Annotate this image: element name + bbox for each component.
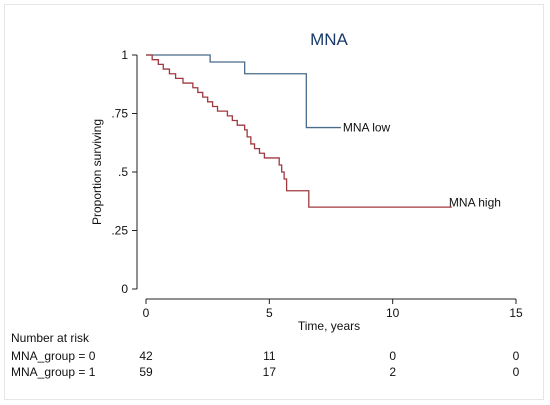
chart-title: MNA — [310, 30, 348, 49]
risk-table-row: MNA_group = 1 59 17 2 0 — [11, 365, 520, 379]
y-tick-label: .25 — [111, 224, 128, 238]
curve-label-mna-high: MNA high — [449, 195, 501, 209]
x-tick-label: 0 — [143, 306, 150, 320]
survival-curve-mna-low — [146, 54, 341, 129]
risk-count: 0 — [513, 349, 520, 363]
risk-count: 59 — [139, 365, 153, 379]
y-axis-label: Proportion surviving — [90, 119, 104, 225]
risk-count: 2 — [389, 365, 396, 379]
survival-curve-mna-high — [146, 54, 452, 208]
risk-count: 0 — [513, 365, 520, 379]
risk-count: 42 — [139, 349, 153, 363]
axes — [136, 55, 516, 300]
risk-table-title: Number at risk — [11, 331, 90, 345]
risk-count: 0 — [389, 349, 396, 363]
risk-row-label: MNA_group = 1 — [11, 365, 96, 379]
survival-curves — [146, 54, 452, 208]
risk-count: 17 — [263, 365, 277, 379]
x-ticks: 0 5 10 15 — [143, 299, 523, 320]
x-tick-label: 10 — [386, 306, 400, 320]
risk-table-rows: MNA_group = 0 42 11 0 0 MNA_group = 1 59 17 2 0 — [11, 349, 520, 379]
curve-label-mna-low: MNA low — [343, 121, 391, 135]
y-tick-label: .5 — [118, 165, 128, 179]
chart-frame — [4, 4, 544, 400]
x-axis-label: Time, years — [298, 319, 360, 333]
risk-table: Number at risk MNA_group = 0 42 11 0 0MNA_gr… — [11, 331, 520, 379]
curve-labels: MNA low MNA high — [343, 121, 501, 210]
y-tick-label: .75 — [111, 107, 128, 121]
risk-row-label: MNA_group = 0 — [11, 349, 96, 363]
risk-count: 11 — [263, 349, 276, 363]
x-tick-label: 15 — [509, 306, 523, 320]
y-tick-label: 0 — [121, 282, 128, 296]
x-tick-label: 5 — [266, 306, 273, 320]
risk-table-row: MNA_group = 0 42 11 0 0 — [11, 349, 520, 363]
y-tick-label: 1 — [121, 48, 128, 62]
y-ticks: 0 .25 .5 .75 1 — [111, 48, 137, 296]
